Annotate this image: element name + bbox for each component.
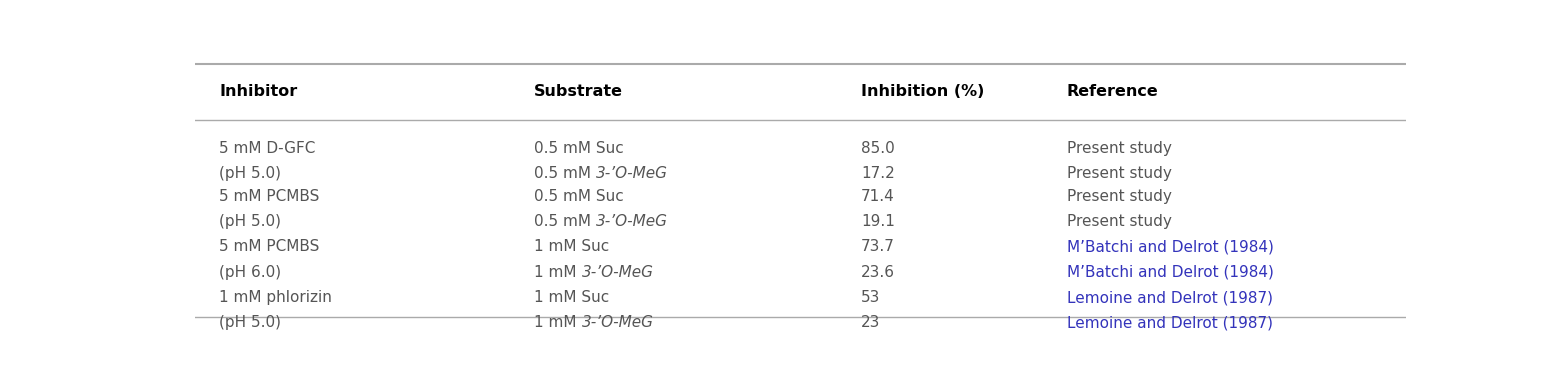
Text: 0.5 mM Suc: 0.5 mM Suc	[534, 141, 623, 156]
Text: 1 mM phlorizin: 1 mM phlorizin	[219, 290, 333, 305]
Text: 0.5 mM Suc: 0.5 mM Suc	[534, 188, 623, 203]
Text: 0.5 mM: 0.5 mM	[534, 166, 597, 181]
Text: 1 mM: 1 mM	[534, 315, 581, 330]
Text: 23.6: 23.6	[861, 265, 895, 280]
Text: 1 mM Suc: 1 mM Suc	[534, 239, 609, 254]
Text: 5 mM D-GFC: 5 mM D-GFC	[219, 141, 316, 156]
Text: 1 mM: 1 mM	[534, 265, 581, 280]
Text: Lemoine and Delrot (1987): Lemoine and Delrot (1987)	[1067, 315, 1273, 330]
Text: M’Batchi and Delrot (1984): M’Batchi and Delrot (1984)	[1067, 239, 1273, 254]
Text: 23: 23	[861, 315, 881, 330]
Text: Substrate: Substrate	[534, 84, 623, 99]
Text: 3-’O-MeG: 3-’O-MeG	[581, 315, 653, 330]
Text: (pH 5.0): (pH 5.0)	[219, 166, 281, 181]
Text: 5 mM PCMBS: 5 mM PCMBS	[219, 188, 320, 203]
Text: 3-’O-MeG: 3-’O-MeG	[581, 265, 653, 280]
Text: 85.0: 85.0	[861, 141, 895, 156]
Text: 3-’O-MeG: 3-’O-MeG	[597, 214, 669, 229]
Text: (pH 6.0): (pH 6.0)	[219, 265, 281, 280]
Text: 3-’O-MeG: 3-’O-MeG	[597, 166, 669, 181]
Text: Lemoine and Delrot (1987): Lemoine and Delrot (1987)	[1067, 290, 1273, 305]
Text: 1 mM Suc: 1 mM Suc	[534, 290, 609, 305]
Text: Present study: Present study	[1067, 166, 1172, 181]
Text: 0.5 mM: 0.5 mM	[534, 214, 597, 229]
Text: 17.2: 17.2	[861, 166, 895, 181]
Text: Present study: Present study	[1067, 141, 1172, 156]
Text: Reference: Reference	[1067, 84, 1159, 99]
Text: Present study: Present study	[1067, 188, 1172, 203]
Text: 5 mM PCMBS: 5 mM PCMBS	[219, 239, 320, 254]
Text: 19.1: 19.1	[861, 214, 895, 229]
Text: Present study: Present study	[1067, 214, 1172, 229]
Text: M’Batchi and Delrot (1984): M’Batchi and Delrot (1984)	[1067, 265, 1273, 280]
Text: Inhibition (%): Inhibition (%)	[861, 84, 984, 99]
Text: 73.7: 73.7	[861, 239, 895, 254]
Text: 53: 53	[861, 290, 881, 305]
Text: 71.4: 71.4	[861, 188, 895, 203]
Text: (pH 5.0): (pH 5.0)	[219, 214, 281, 229]
Text: Inhibitor: Inhibitor	[219, 84, 298, 99]
Text: (pH 5.0): (pH 5.0)	[219, 315, 281, 330]
